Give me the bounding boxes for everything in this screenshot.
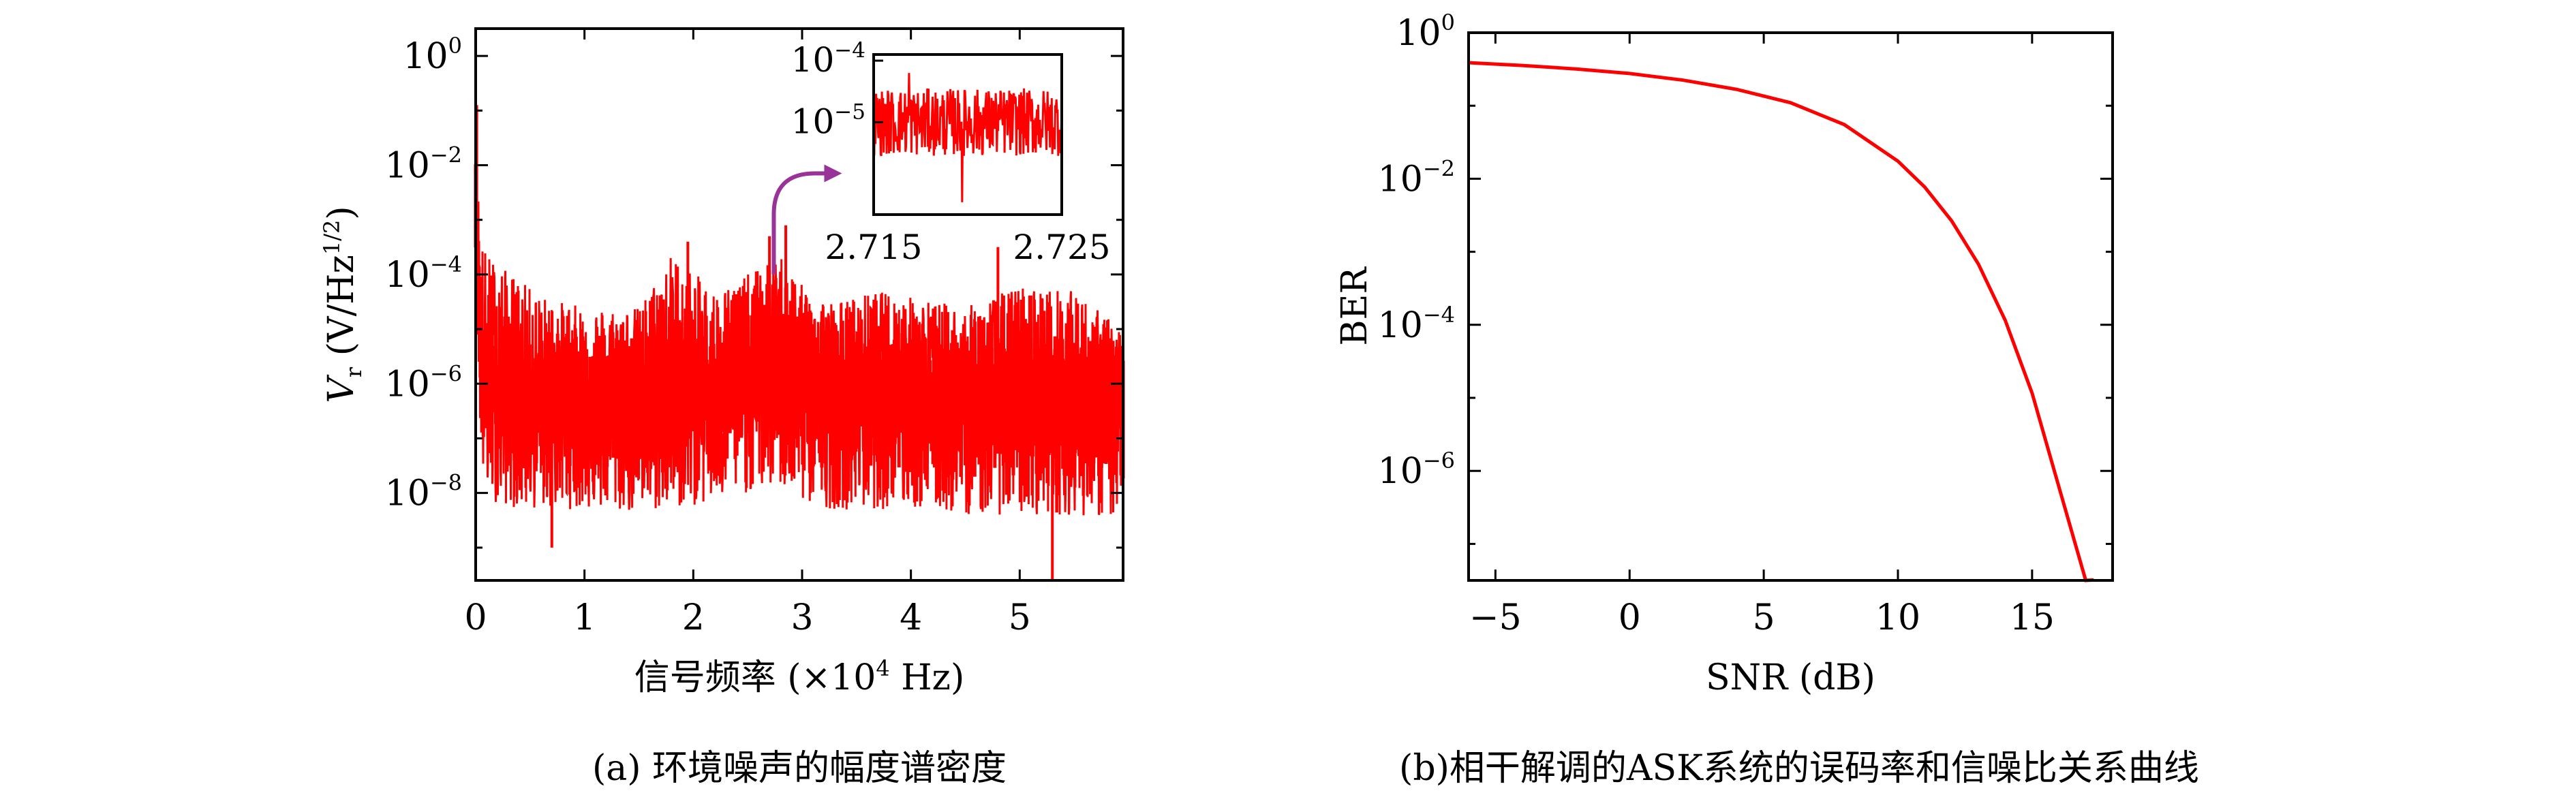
x-tick-label: 4 (900, 597, 922, 638)
y-tick-label: 10−2 (1378, 155, 1455, 200)
inset-y-tick-label: 10−4 (791, 38, 865, 80)
x-axis-label: 信号频率 (×104 Hz) (634, 655, 964, 698)
inset-frame (872, 53, 1063, 216)
inset-trace (872, 73, 1063, 202)
x-tick-label: 0 (464, 597, 487, 638)
inset-x-tick-label: 2.715 (825, 228, 922, 267)
y-tick-label: 10−6 (1378, 448, 1455, 492)
inset-arrow (771, 171, 827, 275)
inset-x-tick-label: 2.725 (1013, 228, 1110, 267)
y-tick-label: 10−2 (385, 142, 462, 186)
x-tick-label: 3 (791, 597, 813, 638)
x-tick-label: 0 (1619, 597, 1641, 638)
inset-arrow-head (824, 164, 842, 183)
x-tick-label: 10 (1875, 597, 1920, 638)
series-ber-curve (1468, 61, 2094, 582)
panel-a-caption: (a) 环境噪声的幅度谱密度 (592, 748, 1007, 789)
x-axis-label: SNR (dB) (1706, 657, 1875, 698)
x-tick-label: 1 (573, 597, 596, 638)
plot-frame (474, 27, 1124, 582)
panel-b-caption: (b)相干解调的ASK系统的误码率和信噪比关系曲线 (1399, 748, 2199, 789)
y-axis-label: BER (1334, 266, 1375, 345)
y-tick-label: 10−4 (1378, 302, 1455, 346)
x-tick-label: 5 (1009, 597, 1031, 638)
x-tick-label: 5 (1753, 597, 1775, 638)
y-tick-label: 10−4 (385, 251, 462, 296)
x-tick-label: −5 (1469, 597, 1522, 638)
x-tick-label: 15 (2010, 597, 2055, 638)
y-tick-label: 100 (403, 33, 462, 77)
axis-ticks: −5 0 5 10 15 100 10−2 10−4 10−6 (1378, 10, 2113, 638)
inset-plot: 10−4 10−5 2.715 2.725 (791, 38, 1111, 267)
x-tick-label: 2 (682, 597, 705, 638)
plot-frame (1467, 31, 2114, 582)
axis-ticks: 0 1 2 3 4 5 100 10−2 10−4 10−6 10−8 (385, 29, 1123, 638)
inset-y-tick-label: 10−5 (791, 99, 865, 141)
panel-a: 10−4 10−5 2.715 2.725 0 1 2 3 4 5 100 10−2 10−4 10−6… (319, 27, 1125, 789)
panel-b: −5 0 5 10 15 100 10−2 10−4 10−6 BER SNR (dB) (b)… (1334, 10, 2199, 789)
y-tick-label: 10−6 (385, 360, 462, 405)
y-tick-label: 10−8 (385, 470, 462, 514)
y-axis-label: Vr (V/Hz1/2) (319, 206, 367, 403)
y-tick-label: 100 (1396, 10, 1455, 54)
